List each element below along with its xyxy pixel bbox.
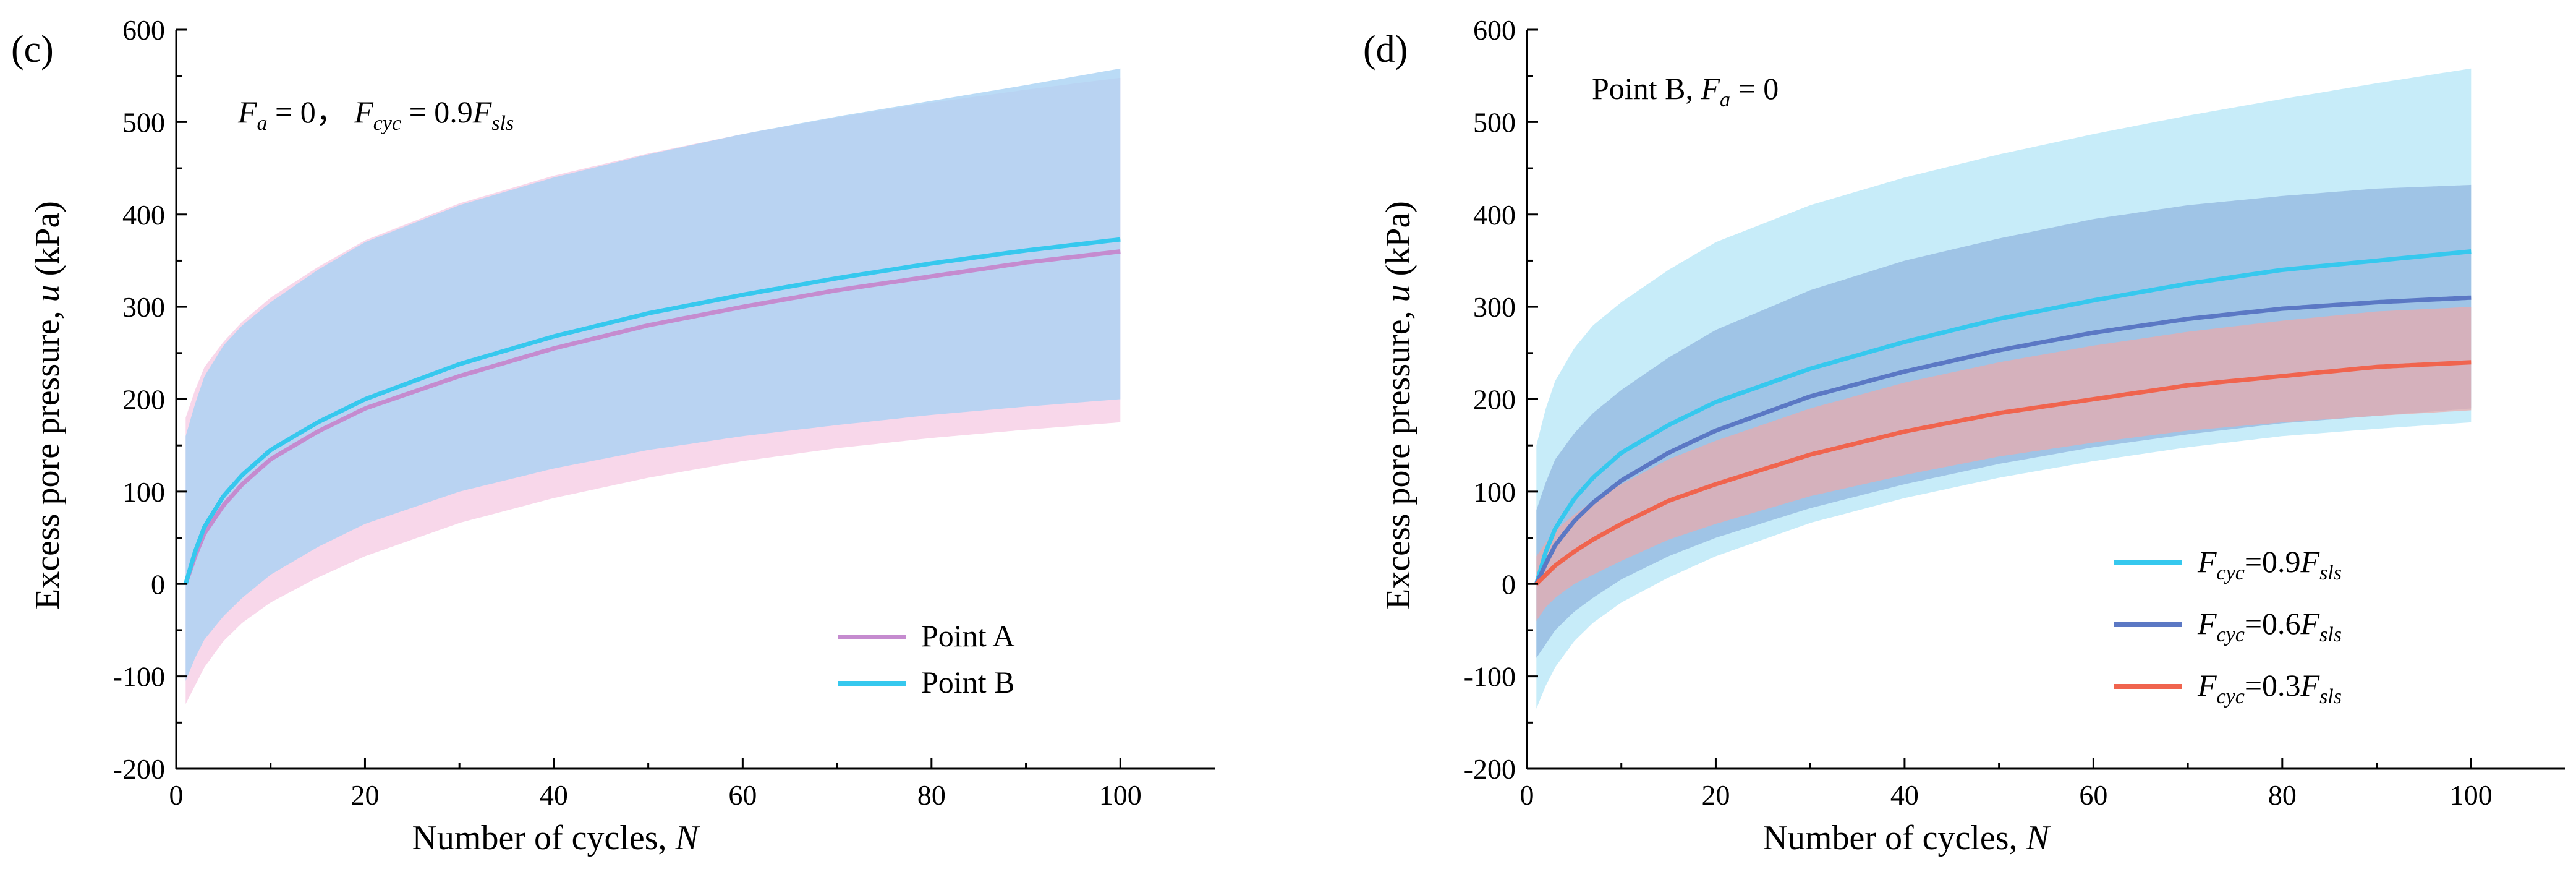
y-tick-label: 600	[1473, 14, 1516, 46]
y-tick-label: 0	[151, 568, 165, 600]
legend-var2: F	[2300, 606, 2320, 641]
annotation-fcyc: F	[354, 95, 373, 129]
annotation-fa: F	[237, 95, 257, 129]
legend-mid: =0.6	[2245, 606, 2301, 641]
annotation-fcyc-sub: cyc	[373, 112, 401, 135]
annotation-space	[347, 95, 355, 129]
y-tick-label: 100	[1473, 476, 1516, 508]
y-tick-label: 0	[1502, 568, 1516, 600]
series-line-fcyc-0-9fsls	[1534, 249, 2472, 585]
y-axis-title-text: Excess pore pressure,	[28, 302, 67, 610]
bands	[185, 68, 1121, 704]
x-tick-label: 20	[1701, 779, 1730, 811]
annotation-prefix: Point B,	[1592, 71, 1701, 106]
x-tick-label: 40	[1890, 779, 1919, 811]
annotation: Point B, Fa = 0	[1592, 71, 1779, 111]
x-tick-label: 0	[1520, 779, 1534, 811]
x-axis-title: Number of cycles, N	[412, 819, 700, 857]
x-tick-label: 80	[917, 779, 946, 811]
annotation-fa-val: = 0	[1730, 71, 1779, 106]
y-tick-label: 300	[122, 291, 165, 323]
legend-label: Fcyc=0.3Fsls	[2197, 668, 2342, 708]
legend-var: F	[2197, 668, 2217, 703]
y-tick-label: 300	[1473, 291, 1516, 323]
annotation-fcyc-val: = 0.9	[401, 95, 473, 129]
band-point-b	[185, 68, 1121, 682]
y-axis-title-text: Excess pore pressure,	[1379, 302, 1418, 610]
annotation-fa-sub: a	[1720, 88, 1730, 111]
y-axis-title-var: u	[28, 284, 67, 302]
x-tick-label: 0	[169, 779, 184, 811]
x-tick-label: 20	[351, 779, 379, 811]
x-tick-label: 100	[2450, 779, 2493, 811]
annotation: Fa = 0， Fcyc = 0.9Fsls	[237, 95, 514, 135]
annotation-fa-sub: a	[257, 112, 268, 135]
legend-label: Fcyc=0.9Fsls	[2197, 544, 2342, 584]
panel-label: (c)	[11, 28, 54, 71]
y-axis-title: Excess pore pressure, u (kPa)	[28, 201, 67, 610]
y-tick-label: 500	[1473, 106, 1516, 138]
y-tick-label: -200	[113, 753, 165, 785]
legend-label: Point B	[921, 665, 1014, 699]
legend-label: Point A	[921, 618, 1014, 653]
x-tick-label: 60	[2079, 779, 2107, 811]
legend-var2: F	[2300, 668, 2320, 703]
y-tick-label: 200	[122, 384, 165, 416]
legend-sub: cyc	[2217, 685, 2245, 708]
y-axis-title-unit: (kPa)	[1379, 201, 1418, 284]
panel-label: (d)	[1363, 28, 1408, 71]
series-line-point-a	[183, 249, 1121, 585]
x-axis-title: Number of cycles, N	[1762, 819, 2051, 857]
y-axis-title: Excess pore pressure, u (kPa)	[1379, 201, 1418, 610]
legend-var: F	[2197, 544, 2217, 579]
annotation-fsls: F	[472, 95, 492, 129]
band-fcyc-0-3fsls	[1536, 307, 2472, 621]
y-tick-label: 600	[122, 14, 165, 46]
series-line-fcyc-0-3fsls	[1534, 360, 2472, 586]
chart-d: 0 20 40 60 80 100 -200 -100 0 100 200 300 400 500 600 N…	[1363, 14, 2565, 857]
legend-mid: =0.9	[2245, 544, 2301, 579]
series-lines	[1534, 249, 2472, 586]
x-axis-title-var: N	[2026, 819, 2051, 857]
y-axis-title-unit: (kPa)	[28, 201, 67, 284]
annotation-fa-val: = 0，	[268, 95, 347, 129]
y-tick-label: 200	[1473, 384, 1516, 416]
x-tick-label: 100	[1099, 779, 1142, 811]
y-tick-label: 400	[122, 199, 165, 231]
legend-var2: F	[2300, 544, 2320, 579]
y-tick-label: -200	[1464, 753, 1516, 785]
legend: Point A Point B	[838, 618, 1014, 699]
y-tick-label: 100	[122, 476, 165, 508]
y-tick-label: 400	[1473, 199, 1516, 231]
bands	[1536, 68, 2472, 709]
legend-sub2: sls	[2319, 623, 2342, 646]
legend-sub2: sls	[2319, 685, 2342, 708]
annotation-fa: F	[1700, 71, 1720, 106]
legend-mid: =0.3	[2245, 668, 2301, 703]
legend-var: F	[2197, 606, 2217, 641]
y-tick-label: -100	[1464, 661, 1516, 693]
x-tick-label: 80	[2268, 779, 2297, 811]
series-line-fcyc-0-6fsls	[1534, 295, 2472, 585]
x-axis-title-text: Number of cycles,	[412, 819, 675, 857]
series-line-point-b	[183, 237, 1121, 585]
legend-sub: cyc	[2217, 562, 2245, 584]
legend-sub: cyc	[2217, 623, 2245, 646]
chart-c: 0 20 40 60 80 100 -200 -100 0 100 200 300 400 500 600 N…	[11, 14, 1215, 857]
x-tick-label: 60	[728, 779, 757, 811]
legend-sub2: sls	[2319, 562, 2342, 584]
x-tick-label: 40	[540, 779, 568, 811]
y-tick-label: 500	[122, 106, 165, 138]
x-axis-title-var: N	[675, 819, 700, 857]
x-axis-title-text: Number of cycles,	[1762, 819, 2026, 857]
y-tick-label: -100	[113, 661, 165, 693]
annotation-fsls-sub: sls	[491, 112, 514, 135]
series-lines	[183, 237, 1121, 585]
y-axis-title-var: u	[1379, 284, 1418, 302]
legend-label: Fcyc=0.6Fsls	[2197, 606, 2342, 646]
